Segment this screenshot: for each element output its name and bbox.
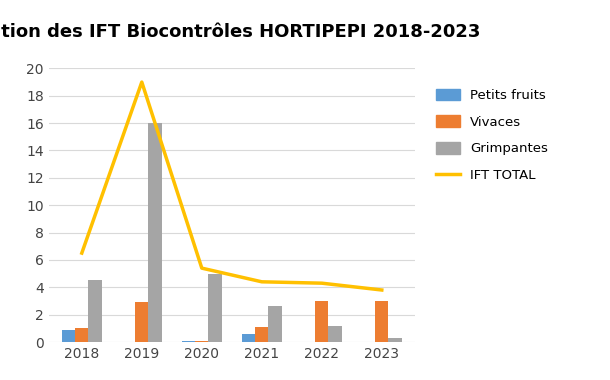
Bar [389, 338, 401, 342]
Bar [375, 301, 389, 342]
Bar [328, 326, 342, 342]
Bar [242, 334, 255, 342]
Bar [148, 123, 162, 342]
Bar [195, 340, 209, 342]
Bar [88, 280, 102, 342]
Text: Evolution des IFT Biocontrôles HORTIPEPI 2018-2023: Evolution des IFT Biocontrôles HORTIPEPI… [0, 23, 481, 41]
Bar [209, 274, 221, 342]
Bar [62, 330, 75, 342]
Bar [75, 328, 88, 342]
Legend: Petits fruits, Vivaces, Grimpantes, IFT TOTAL: Petits fruits, Vivaces, Grimpantes, IFT … [436, 89, 548, 182]
Bar [255, 327, 268, 342]
Bar [135, 302, 148, 342]
Bar [268, 306, 282, 342]
Bar [315, 301, 328, 342]
Bar [182, 341, 195, 342]
